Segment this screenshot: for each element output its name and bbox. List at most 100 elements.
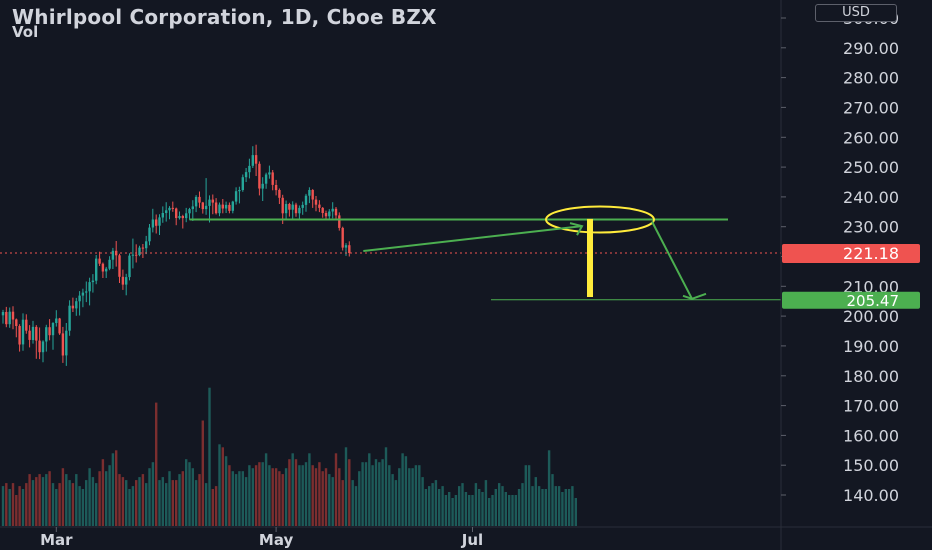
candle-body (211, 199, 214, 203)
volume-bar (554, 486, 557, 526)
candle-body (321, 207, 324, 213)
candle-body (88, 282, 91, 292)
volume-bar (271, 468, 274, 526)
volume-bar (28, 474, 31, 526)
volume-bar (557, 486, 561, 526)
volume-bar (108, 465, 111, 526)
volume-bar (431, 483, 434, 526)
volume-label: Vol (12, 23, 39, 41)
price-tick-label: 200.00 (843, 307, 899, 326)
candle-body (55, 318, 58, 323)
volume-bar (474, 483, 478, 526)
volume-bar (544, 489, 547, 526)
volume-bar (21, 489, 25, 526)
volume-bar (158, 480, 161, 526)
volume-bar (135, 480, 138, 526)
arrow-down-line (651, 221, 693, 300)
currency-button[interactable]: USD (815, 4, 897, 22)
candle-body (334, 208, 338, 216)
candle-body (188, 209, 191, 214)
price-tick-label: 230.00 (843, 218, 899, 237)
volume-bar (155, 402, 158, 526)
candle-body (328, 211, 331, 217)
candle-body (221, 204, 224, 209)
candle-body (58, 318, 61, 334)
volume-bar (85, 480, 88, 526)
price-tick-label: 190.00 (843, 337, 899, 356)
candle-body (191, 206, 194, 210)
last-price-badge (782, 244, 920, 263)
price-axis[interactable]: 300.00290.00280.00270.00260.00250.00240.… (781, 9, 920, 505)
volume-bar (138, 477, 141, 526)
candle-body (204, 205, 208, 210)
candle-body (65, 330, 68, 356)
time-axis[interactable]: Mar May Jul (0, 526, 932, 549)
volume-bar (264, 453, 268, 526)
candle-body (314, 199, 318, 205)
volume-bar (231, 471, 234, 526)
candle-body (75, 301, 78, 309)
candle-body (324, 213, 328, 217)
candle-body (98, 258, 101, 264)
price-tick-label: 290.00 (843, 39, 899, 58)
volume-bar (537, 486, 541, 526)
candle-body (194, 196, 198, 207)
price-tick-label: 150.00 (843, 456, 899, 475)
candle-body (308, 190, 311, 196)
volume-bar (201, 420, 204, 526)
volume-bar (61, 468, 65, 526)
volume-bar (194, 480, 198, 526)
candle-body (51, 323, 55, 336)
volume-bar (185, 459, 188, 526)
volume-bar (71, 483, 75, 526)
volume-bar (394, 480, 398, 526)
candle-body (151, 219, 155, 228)
candle-body (128, 255, 131, 278)
arrow-up-line (363, 225, 583, 252)
volume-bars (1, 387, 577, 526)
volume-bar (547, 450, 551, 526)
volume-bar (31, 480, 35, 526)
volume-bar (494, 489, 497, 526)
volume-bar (165, 483, 168, 526)
candle-body (248, 165, 251, 173)
volume-bar (121, 477, 125, 526)
volume-bar (181, 471, 184, 526)
time-tick-label: May (259, 531, 294, 549)
volume-bar (321, 471, 324, 526)
last-price-label: 221.18 (843, 244, 899, 263)
target-price-label: 205.47 (847, 292, 900, 310)
candle-body (165, 210, 168, 213)
volume-bar (334, 453, 338, 526)
volume-bar (188, 462, 191, 526)
volume-bar (404, 456, 408, 526)
volume-bar (41, 477, 45, 526)
price-tick-label: 180.00 (843, 367, 899, 386)
volume-bar (491, 495, 494, 526)
candle-body (318, 204, 321, 208)
volume-bar (481, 492, 484, 526)
candle-body (138, 247, 141, 256)
candle-body (231, 201, 234, 211)
candle-body (25, 319, 28, 331)
candle-body (48, 327, 51, 336)
volume-bar (244, 477, 248, 526)
volume-bar (51, 483, 55, 526)
volume-bar (58, 483, 61, 526)
candle-body (118, 255, 121, 277)
volume-bar (238, 471, 241, 526)
volume-bar (448, 492, 451, 526)
volume-bar (35, 477, 38, 526)
time-tick-label: Mar (40, 531, 73, 549)
volume-bar (514, 495, 517, 526)
candle-body (131, 254, 135, 256)
volume-bar (168, 471, 171, 526)
candle-body (268, 172, 271, 175)
candle-body (28, 330, 31, 340)
measure-bar (587, 218, 593, 297)
candle-body (61, 333, 65, 356)
volume-bar (517, 489, 521, 526)
trend-drawings[interactable] (0, 205, 781, 301)
candle-body (145, 241, 148, 249)
